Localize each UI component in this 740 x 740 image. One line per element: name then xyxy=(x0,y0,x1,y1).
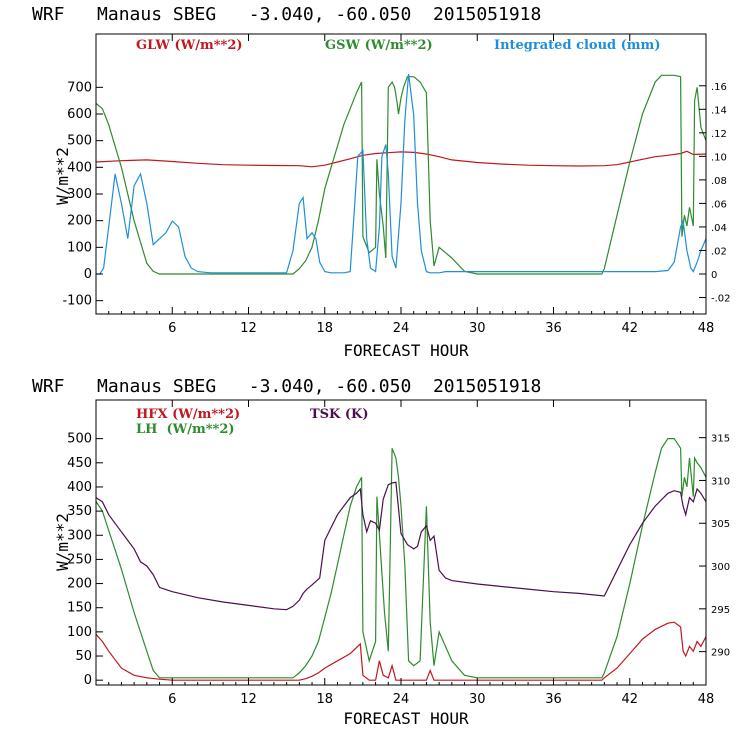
x-tick-label: 36 xyxy=(545,692,562,707)
legend-glw: GLW (W/m**2) xyxy=(136,38,243,53)
y-tick-label: 150 xyxy=(67,601,92,616)
y-tick-label: 0 xyxy=(84,267,92,282)
legend-lh: LH (W/m**2) xyxy=(136,422,235,437)
series-line-integrated-cloud-mm xyxy=(96,73,707,275)
y-tick-label: 500 xyxy=(67,432,92,447)
x-tick-label: 42 xyxy=(621,321,638,336)
plot-area xyxy=(95,73,707,275)
x-tick-label: 30 xyxy=(469,692,486,707)
x-axis-label: FORECAST HOUR xyxy=(343,341,469,360)
y-tick-label: 350 xyxy=(67,504,92,519)
y2-tick-label: .06 xyxy=(711,199,727,210)
x-tick-label: 48 xyxy=(698,692,715,707)
legend-tsk: TSK (K) xyxy=(310,407,369,422)
y2-tick-label: 305 xyxy=(711,519,730,530)
series-line-gsw xyxy=(95,74,707,275)
y2-tick-label: -.02 xyxy=(711,294,731,305)
x-tick-label: 6 xyxy=(168,692,176,707)
y-tick-label: 450 xyxy=(67,456,92,471)
x-axis-label: FORECAST HOUR xyxy=(343,709,469,728)
series-line-glw xyxy=(95,150,707,168)
series-line-hfx xyxy=(95,621,707,681)
y2-tick-label: .08 xyxy=(711,176,727,187)
x-tick-label: 36 xyxy=(545,321,562,336)
legend: HFX (W/m**2) LH (W/m**2) TSK (K) xyxy=(136,407,369,437)
plot-area xyxy=(95,438,707,681)
y2-tick-label: 300 xyxy=(711,562,730,573)
y2-tick-label: .12 xyxy=(711,129,727,140)
y-tick-label: 100 xyxy=(67,240,92,255)
chart-title: WRF Manaus SBEG -3.040, -60.050 20150519… xyxy=(32,4,541,25)
y-tick-label: 400 xyxy=(67,160,92,175)
y-tick-label: 0 xyxy=(84,673,92,688)
x-tick-label: 48 xyxy=(698,321,715,336)
y2-tick-label: 290 xyxy=(711,648,730,659)
y-tick-label: 100 xyxy=(67,625,92,640)
legend: GLW (W/m**2) GSW (W/m**2) Integrated clo… xyxy=(136,38,660,53)
y-tick-label: 300 xyxy=(67,528,92,543)
legend-hfx: HFX (W/m**2) xyxy=(136,407,240,422)
series-line-tsk xyxy=(95,481,707,611)
x-tick-label: 24 xyxy=(393,692,410,707)
y2-tick-label: .02 xyxy=(711,246,727,257)
series-line-lh xyxy=(95,438,707,679)
x-tick-label: 18 xyxy=(316,692,333,707)
y-axis-label: W/m**2 xyxy=(53,513,72,571)
y-tick-label: 700 xyxy=(67,80,92,95)
y-tick-label: 600 xyxy=(67,107,92,122)
y2-tick-label: 315 xyxy=(711,434,730,445)
y-tick-label: 200 xyxy=(67,577,92,592)
y2-tick-label: 295 xyxy=(711,605,730,616)
y2-tick-label: .14 xyxy=(711,105,727,116)
y-tick-label: 300 xyxy=(67,187,92,202)
y-tick-label: 200 xyxy=(67,214,92,229)
y-tick-label: -100 xyxy=(62,294,92,309)
x-tick-label: 42 xyxy=(621,692,638,707)
x-tick-label: 6 xyxy=(168,321,176,336)
y2-tick-label: .16 xyxy=(711,82,727,93)
y-axis-label: W/m**2 xyxy=(53,147,72,205)
legend-gsw: GSW (W/m**2) xyxy=(325,38,433,53)
y2-tick-label: .10 xyxy=(711,152,727,163)
y-tick-label: 250 xyxy=(67,552,92,567)
x-tick-label: 18 xyxy=(316,321,333,336)
y-tick-label: 500 xyxy=(67,134,92,149)
y2-tick-label: 0 xyxy=(711,270,717,281)
chart-title: WRF Manaus SBEG -3.040, -60.050 20150519… xyxy=(32,376,541,397)
x-tick-label: 12 xyxy=(240,321,257,336)
chart-panel-bottom: WRF Manaus SBEG -3.040, -60.050 20150519… xyxy=(32,376,730,728)
y-tick-label: 400 xyxy=(67,480,92,495)
y-tick-label: 50 xyxy=(75,649,92,664)
y2-tick-label: 310 xyxy=(711,476,730,487)
y2-tick-label: .04 xyxy=(711,223,727,234)
x-tick-label: 24 xyxy=(393,321,410,336)
chart-panel-top: WRF Manaus SBEG -3.040, -60.050 20150519… xyxy=(32,4,731,360)
x-tick-label: 30 xyxy=(469,321,486,336)
legend-integrated-cloud: Integrated cloud (mm) xyxy=(494,38,660,53)
x-tick-label: 12 xyxy=(240,692,257,707)
